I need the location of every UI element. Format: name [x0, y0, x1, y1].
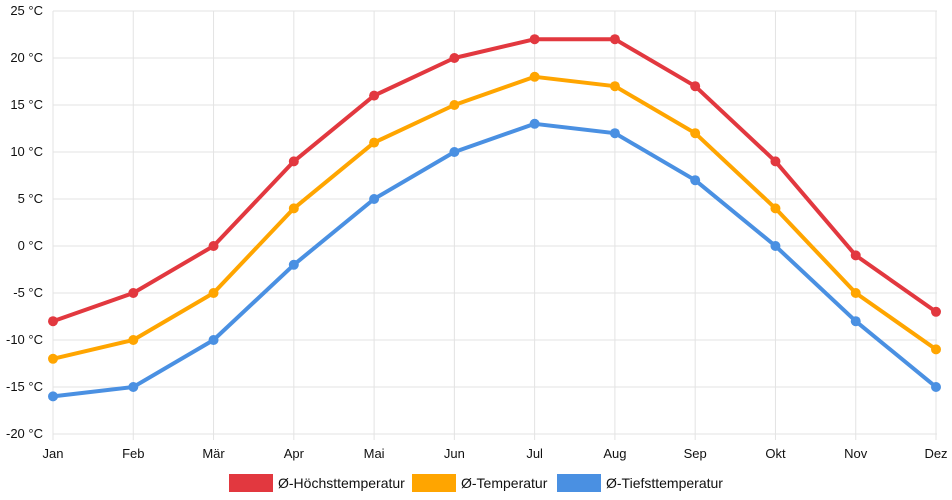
series-line	[52, 37, 938, 324]
data-point[interactable]	[770, 156, 781, 167]
x-tick-label: Jul	[526, 446, 543, 461]
x-tick-label: Okt	[765, 446, 786, 461]
data-point[interactable]	[931, 382, 941, 392]
data-point[interactable]	[931, 344, 941, 355]
y-tick-label: 0 °C	[18, 238, 43, 253]
data-point[interactable]	[208, 241, 219, 251]
data-point[interactable]	[770, 203, 781, 214]
x-tick-label: Jan	[43, 446, 64, 461]
data-point[interactable]	[369, 90, 380, 101]
data-point[interactable]	[288, 156, 299, 167]
legend-swatch	[412, 474, 456, 492]
legend-label: Ø-Tiefsttemperatur	[606, 475, 723, 491]
legend-swatch	[557, 474, 601, 492]
x-tick-label: Sep	[684, 446, 707, 461]
x-tick-label: Mär	[202, 446, 225, 461]
data-point[interactable]	[529, 71, 540, 82]
grid	[52, 10, 937, 440]
data-point[interactable]	[128, 382, 139, 392]
data-point[interactable]	[690, 81, 701, 92]
data-point[interactable]	[529, 118, 540, 129]
data-point[interactable]	[850, 288, 861, 298]
data-point[interactable]	[128, 288, 139, 298]
data-point[interactable]	[609, 128, 620, 139]
data-point[interactable]	[609, 81, 620, 92]
data-point[interactable]	[48, 391, 58, 402]
data-point[interactable]	[208, 335, 219, 345]
data-point[interactable]	[288, 203, 299, 214]
y-tick-label: 20 °C	[10, 50, 43, 65]
data-point[interactable]	[850, 250, 861, 261]
data-point[interactable]	[690, 128, 701, 139]
series-1	[48, 34, 941, 327]
y-tick-label: -10 °C	[6, 332, 43, 347]
series	[48, 34, 941, 402]
legend-swatch	[229, 474, 273, 492]
data-point[interactable]	[529, 34, 540, 45]
x-tick-label: Mai	[364, 446, 385, 461]
y-tick-label: -15 °C	[6, 379, 43, 394]
y-tick-label: -5 °C	[13, 285, 43, 300]
legend: Ø-Höchsttemperatur Ø-Temperatur Ø-Tiefstte…	[229, 474, 723, 492]
y-tick-label: 10 °C	[10, 144, 43, 159]
data-point[interactable]	[770, 241, 781, 251]
series-2	[48, 71, 941, 364]
data-point[interactable]	[48, 316, 58, 327]
data-point[interactable]	[208, 288, 219, 298]
y-tick-label: 15 °C	[10, 97, 43, 112]
x-tick-label: Nov	[844, 446, 868, 461]
x-axis-ticks: Jan Feb Mär Apr Mai Jun Jul Aug Sep Okt Nov Dez	[43, 446, 948, 461]
data-point[interactable]	[690, 175, 701, 186]
x-tick-label: Jun	[444, 446, 465, 461]
data-point[interactable]	[850, 316, 861, 327]
series-line	[52, 74, 938, 361]
y-tick-label: 5 °C	[18, 191, 43, 206]
y-tick-label: -20 °C	[6, 426, 43, 441]
legend-label: Ø-Höchsttemperatur	[278, 475, 405, 491]
data-point[interactable]	[288, 259, 299, 270]
data-point[interactable]	[449, 147, 460, 157]
data-point[interactable]	[369, 194, 380, 204]
y-tick-label: 25 °C	[10, 3, 43, 18]
legend-item-3[interactable]: Ø-Tiefsttemperatur	[557, 474, 723, 492]
legend-item-2[interactable]: Ø-Temperatur	[412, 474, 548, 492]
y-axis-ticks: 25 °C 20 °C 15 °C 10 °C 5 °C 0 °C -5 °C -10 °C -…	[6, 3, 43, 441]
legend-item-1[interactable]: Ø-Höchsttemperatur	[229, 474, 405, 492]
series-3	[48, 118, 941, 402]
data-point[interactable]	[128, 335, 139, 345]
data-point[interactable]	[449, 53, 460, 63]
data-point[interactable]	[931, 306, 941, 317]
data-point[interactable]	[609, 34, 620, 45]
data-point[interactable]	[449, 100, 460, 110]
x-tick-label: Apr	[284, 446, 305, 461]
series-line	[52, 121, 938, 399]
x-tick-label: Feb	[122, 446, 144, 461]
x-tick-label: Aug	[603, 446, 626, 461]
data-point[interactable]	[369, 137, 380, 148]
data-point[interactable]	[48, 353, 58, 364]
legend-label: Ø-Temperatur	[461, 475, 548, 491]
x-tick-label: Dez	[924, 446, 947, 461]
